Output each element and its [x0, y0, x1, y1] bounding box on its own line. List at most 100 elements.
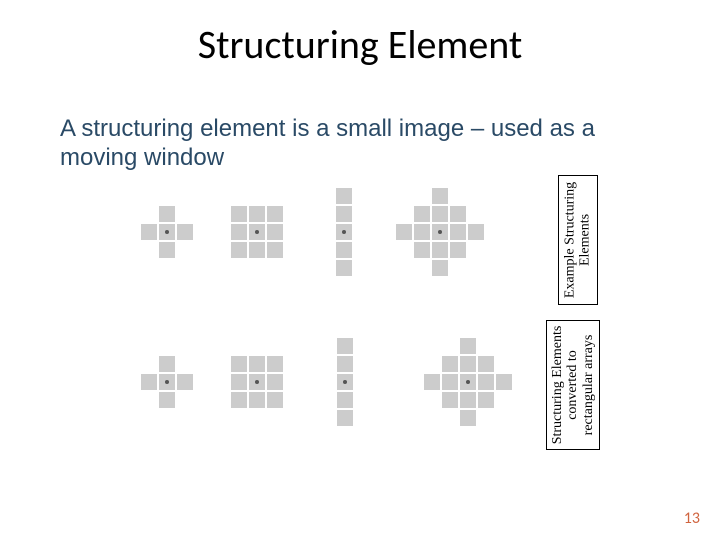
grid-cell	[354, 391, 372, 409]
grid-cell	[431, 187, 449, 205]
grid-cell	[300, 409, 318, 427]
grid-cell	[248, 373, 266, 391]
grid-cell	[354, 337, 372, 355]
grid-cell	[336, 409, 354, 427]
grid-cell	[140, 373, 158, 391]
grid-cell	[372, 391, 390, 409]
origin-dot-icon	[343, 380, 347, 384]
grid-cell	[513, 409, 531, 427]
origin-dot-icon	[466, 380, 470, 384]
grid-cell	[495, 409, 513, 427]
grid-cell	[266, 223, 284, 241]
grid-cell	[459, 337, 477, 355]
grid-cell	[467, 241, 485, 259]
grid-cell	[423, 355, 441, 373]
grid-cell	[423, 319, 441, 337]
grid-cell	[140, 223, 158, 241]
grid-cell	[336, 391, 354, 409]
grid-cell	[467, 205, 485, 223]
grid-cell	[449, 241, 467, 259]
origin-dot-icon	[342, 230, 346, 234]
diagram-area	[100, 170, 540, 470]
origin-dot-icon	[438, 230, 442, 234]
grid-cell	[495, 337, 513, 355]
grid-cell	[318, 355, 336, 373]
grid-cell	[431, 259, 449, 277]
grid-cell	[477, 427, 495, 445]
grid-cell	[495, 355, 513, 373]
grid-cell	[248, 205, 266, 223]
grid-cell	[266, 355, 284, 373]
grid-cell	[354, 409, 372, 427]
grid-cell	[459, 391, 477, 409]
grid-cell	[248, 391, 266, 409]
grid-cell	[248, 355, 266, 373]
grid-cell	[477, 337, 495, 355]
grid-cell	[459, 409, 477, 427]
grid-cell	[459, 355, 477, 373]
grid-cell	[513, 337, 531, 355]
grid-cell	[413, 187, 431, 205]
grid-cell	[230, 223, 248, 241]
grid-cell	[336, 373, 354, 391]
grid-cell	[158, 205, 176, 223]
grid-cell	[266, 373, 284, 391]
grid-cell	[140, 241, 158, 259]
origin-dot-icon	[255, 230, 259, 234]
grid-cell	[335, 205, 353, 223]
grid-cell	[158, 241, 176, 259]
grid-cell	[395, 223, 413, 241]
side-label-top: Example StructuringElements	[563, 182, 594, 298]
grid-cell	[413, 241, 431, 259]
grid-cell	[230, 241, 248, 259]
grid-cell	[335, 259, 353, 277]
grid-cell	[413, 259, 431, 277]
grid-cell	[495, 391, 513, 409]
grid-cell	[459, 319, 477, 337]
grid-cell	[405, 355, 423, 373]
grid-cell	[158, 355, 176, 373]
grid-cell	[372, 373, 390, 391]
structuring-element-plus5	[395, 187, 485, 277]
grid-cell	[423, 409, 441, 427]
grid-cell	[467, 187, 485, 205]
structuring-element-plus3b	[140, 355, 194, 409]
origin-dot-icon	[165, 380, 169, 384]
grid-cell	[449, 259, 467, 277]
grid-cell	[513, 373, 531, 391]
grid-cell	[405, 337, 423, 355]
origin-dot-icon	[255, 380, 259, 384]
grid-cell	[140, 355, 158, 373]
grid-cell	[395, 241, 413, 259]
structuring-element-full3b	[230, 355, 284, 409]
grid-cell	[459, 427, 477, 445]
grid-cell	[336, 355, 354, 373]
grid-cell	[140, 391, 158, 409]
grid-cell	[477, 373, 495, 391]
grid-cell	[441, 373, 459, 391]
grid-cell	[495, 427, 513, 445]
grid-cell	[140, 205, 158, 223]
grid-cell	[405, 391, 423, 409]
grid-cell	[413, 205, 431, 223]
grid-cell	[176, 223, 194, 241]
grid-cell	[495, 373, 513, 391]
grid-cell	[477, 355, 495, 373]
grid-cell	[405, 427, 423, 445]
grid-cell	[441, 391, 459, 409]
grid-cell	[230, 205, 248, 223]
grid-cell	[395, 259, 413, 277]
grid-cell	[495, 319, 513, 337]
side-box-bottom: Structuring Elementsconverted torectangu…	[546, 320, 600, 450]
grid-cell	[413, 223, 431, 241]
grid-cell	[449, 223, 467, 241]
grid-cell	[449, 205, 467, 223]
grid-cell	[158, 223, 176, 241]
grid-cell	[423, 337, 441, 355]
grid-cell	[441, 427, 459, 445]
grid-cell	[405, 319, 423, 337]
grid-cell	[513, 319, 531, 337]
grid-cell	[423, 373, 441, 391]
side-label-bottom: Structuring Elementsconverted torectangu…	[550, 326, 596, 445]
grid-cell	[477, 319, 495, 337]
